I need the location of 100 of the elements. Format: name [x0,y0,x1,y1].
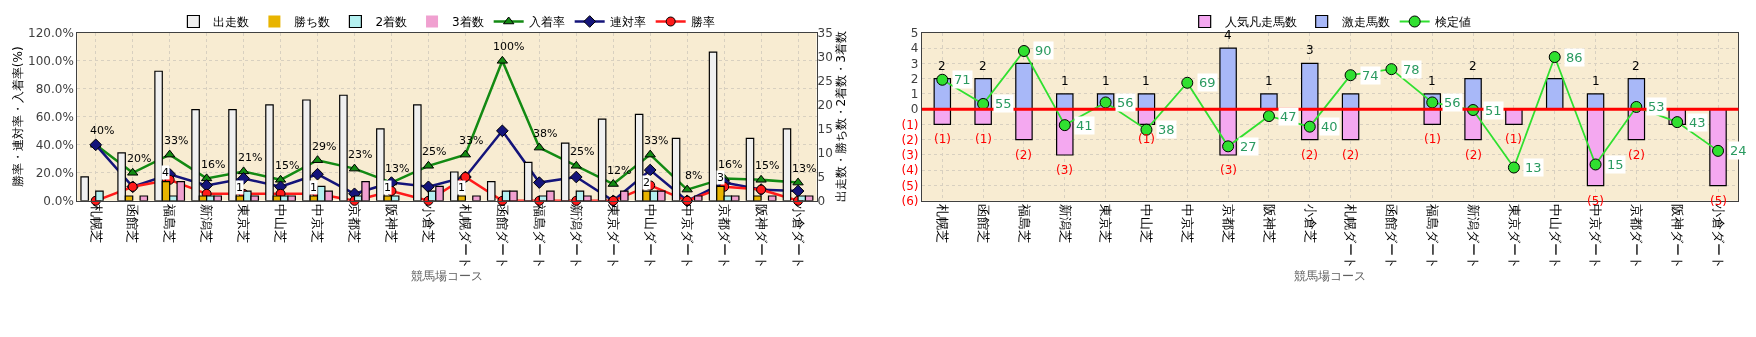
data-label: 51 [1485,103,1502,118]
data-label: 100% [493,40,525,53]
data-label: 13% [792,162,817,175]
x-tick-label: 福島ダート [1425,204,1441,270]
data-label: 15 [1607,157,1624,172]
x-tick-label: 東京芝 [236,204,252,244]
data-label: 4 [162,166,169,179]
data-label: 74 [1362,68,1379,83]
y-tick-label: (6) [901,194,919,208]
data-label: (2) [1465,148,1482,162]
data-label: 2 [938,59,946,73]
data-label: 13% [385,162,410,175]
data-label: (2) [1628,148,1645,162]
legend-label: 連対率 [609,15,646,30]
x-tick-label: 新潟ダート [569,204,585,270]
y2-tick-label: 15 [817,122,833,137]
y-tick-label: 0.0% [43,194,74,208]
x-tick-label: 函館ダート [495,204,511,270]
y2-axis-title: 出走数・勝ち数・2着数・3着数 [833,31,848,203]
data-label: 24 [1730,143,1747,158]
data-label: 1 [384,181,391,194]
legend-label: 入着率 [528,15,565,30]
x-tick-label: 札幌芝 [88,204,104,244]
data-label: 2 [979,59,987,73]
x-tick-label: 中京ダート [679,204,695,270]
data-label: (2) [1015,148,1032,162]
x-tick-label: 函館芝 [125,204,141,244]
x-tick-label: 中京ダート [1588,204,1604,270]
data-label: 27 [1240,139,1257,154]
x-tick-label: 中京芝 [1180,204,1196,244]
legend-label: 勝ち数 [294,15,331,30]
data-label: (3) [1220,163,1237,177]
x-tick-label: 函館芝 [975,204,991,244]
x-tick-label: 小倉芝 [421,204,437,244]
legend-label: 2着数 [375,15,408,30]
x-tick-label: 中山芝 [273,204,289,244]
data-label: 40% [90,124,115,137]
data-label: 1 [1265,74,1273,88]
data-label: 38 [1158,122,1175,137]
x-axis-title: 競馬場コース [1294,269,1367,284]
y-tick-label: (5) [901,178,919,193]
data-label: 15% [755,159,780,172]
x-tick-label: 阪神芝 [384,204,400,244]
data-label: 25% [570,145,595,158]
legend-label: 3着数 [452,15,484,30]
data-label: 21% [238,151,263,164]
data-label: 1 [1061,74,1069,88]
x-tick-label: 中山芝 [1139,204,1155,244]
legend-label: 勝率 [690,15,715,30]
data-label: 33% [164,134,189,147]
data-label: 86 [1566,50,1583,65]
x-tick-label: 阪神ダート [1669,204,1685,270]
y2-tick-label: 20 [817,98,833,113]
data-label: 15% [275,159,300,172]
x-tick-label: 福島芝 [1016,204,1032,244]
y-tick-label: 20.0% [35,166,74,181]
data-label: (2) [1301,148,1318,162]
x-tick-label: 小倉ダート [790,204,806,270]
x-tick-label: 阪神芝 [1261,204,1277,244]
data-label: (3) [1056,163,1073,177]
x-tick-label: 新潟芝 [199,204,215,244]
x-tick-label: 京都ダート [1629,204,1645,270]
data-label: (1) [1505,132,1522,146]
x-tick-label: 新潟ダート [1465,204,1481,270]
y-tick-label: 1 [910,87,919,102]
data-label: 56 [1444,95,1461,110]
x-tick-label: 東京ダート [1506,204,1522,270]
legend-label: 検定値 [1434,15,1471,30]
y-tick-label: (4) [901,163,919,178]
x-tick-label: 札幌芝 [935,204,951,244]
data-label: 1 [1428,74,1436,88]
legend-label: 出走数 [213,15,250,30]
data-label: 69 [1199,75,1216,90]
data-label: 23% [348,148,373,161]
data-label: 1 [310,181,317,194]
data-label: 38% [533,127,558,140]
x-tick-label: 札幌ダート [458,204,474,270]
y2-tick-label: 5 [817,170,826,185]
x-tick-label: 中山ダート [642,204,658,270]
legend-label: 激走馬数 [1341,15,1390,30]
y-axis-title: 勝率・連対率・入着率(%) [11,46,26,188]
data-label: (1) [1138,132,1155,146]
x-tick-label: 京都ダート [716,204,732,270]
y-tick-label: (3) [901,148,919,163]
y2-tick-label: 25 [817,74,833,89]
x-tick-label: 中山ダート [1547,204,1563,270]
data-label: (1) [934,132,951,146]
y2-tick-label: 30 [817,50,833,65]
data-label: 12% [607,164,632,177]
data-label: 2 [1469,59,1477,73]
x-tick-label: 京都芝 [347,204,363,244]
data-label: 16% [718,158,743,171]
y-tick-label: (1) [901,117,919,132]
data-label: 1 [458,181,465,194]
x-tick-label: 京都芝 [1220,204,1236,244]
x-tick-label: 新潟芝 [1057,204,1073,244]
data-label: 55 [995,96,1012,111]
data-label: 2 [1632,59,1640,73]
data-label: 3 [717,171,724,184]
y-tick-label: 0 [910,102,919,117]
